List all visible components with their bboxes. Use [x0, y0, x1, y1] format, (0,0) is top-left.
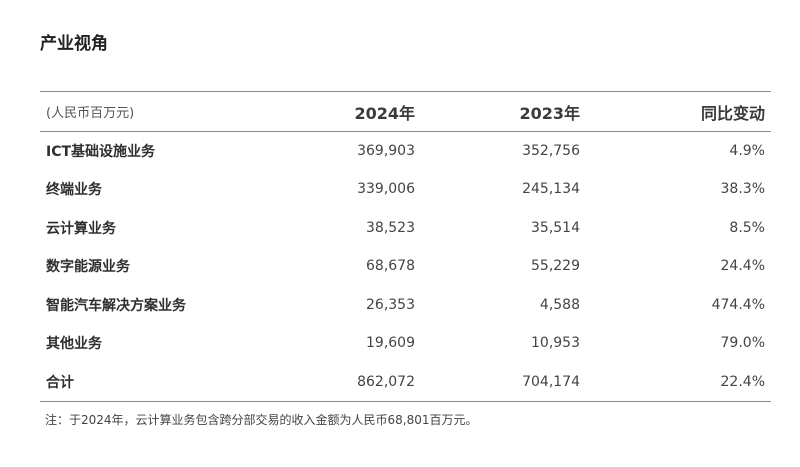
yoy-change: 38.3%: [720, 181, 765, 198]
yoy-change: 24.4%: [720, 258, 765, 275]
revenue-2023: 352,756: [522, 143, 580, 159]
revenue-2023: 4,588: [539, 296, 580, 313]
yoy-change: 8.5%: [729, 219, 765, 236]
table-row: 其他业务 19,609 10,953 79.0%: [40, 324, 771, 363]
total-revenue-2023: 704,174: [522, 373, 580, 390]
revenue-2024: 369,903: [357, 143, 415, 159]
business-segment: 其他业务: [46, 336, 102, 353]
revenue-2024: 38,523: [366, 219, 415, 236]
table-header-row: (人民币百万元) 2024年 2023年 同比变动: [40, 91, 771, 132]
year-2024-header: 2024年: [354, 103, 415, 123]
table-row: 终端业务 339,006 245,134 38.3%: [40, 170, 771, 209]
year-2023-header: 2023年: [519, 103, 580, 123]
revenue-2024: 68,678: [366, 258, 415, 275]
business-segment: 终端业务: [46, 182, 102, 199]
revenue-2023: 10,953: [531, 335, 580, 352]
yoy-change: 474.4%: [711, 296, 765, 313]
revenue-2023: 245,134: [522, 181, 580, 198]
revenue-2024: 26,353: [366, 296, 415, 313]
yoy-change: 4.9%: [729, 143, 765, 159]
section-title: 产业视角: [40, 34, 108, 54]
unit-header: (人民币百万元): [46, 106, 135, 121]
footnote: 注：于2024年，云计算业务包含跨分部交易的收入金额为人民币68,801百万元。: [45, 413, 478, 427]
total-revenue-2024: 862,072: [357, 373, 415, 390]
table-row: 数字能源业务 68,678 55,229 24.4%: [40, 247, 771, 286]
revenue-table: (人民币百万元) 2024年 2023年 同比变动 ICT基础设施业务 369,…: [40, 91, 771, 402]
yoy-change: 79.0%: [720, 335, 765, 352]
business-segment: 云计算业务: [46, 220, 116, 237]
revenue-2023: 55,229: [531, 258, 580, 275]
table-row: 云计算业务 38,523 35,514 8.5%: [40, 209, 771, 248]
revenue-2023: 35,514: [531, 219, 580, 236]
revenue-2024: 339,006: [357, 181, 415, 198]
table-row: 智能汽车解决方案业务 26,353 4,588 474.4%: [40, 286, 771, 325]
business-segment: ICT基础设施业务: [46, 144, 156, 160]
total-yoy-change: 22.4%: [720, 373, 765, 390]
table-row: ICT基础设施业务 369,903 352,756 4.9%: [40, 132, 771, 171]
total-label: 合计: [46, 374, 74, 391]
revenue-2024: 19,609: [366, 335, 415, 352]
yoy-change-header: 同比变动: [700, 103, 765, 123]
business-segment: 智能汽车解决方案业务: [46, 297, 186, 314]
business-segment: 数字能源业务: [46, 259, 130, 276]
total-row: 合计 862,072 704,174 22.4%: [40, 363, 771, 401]
